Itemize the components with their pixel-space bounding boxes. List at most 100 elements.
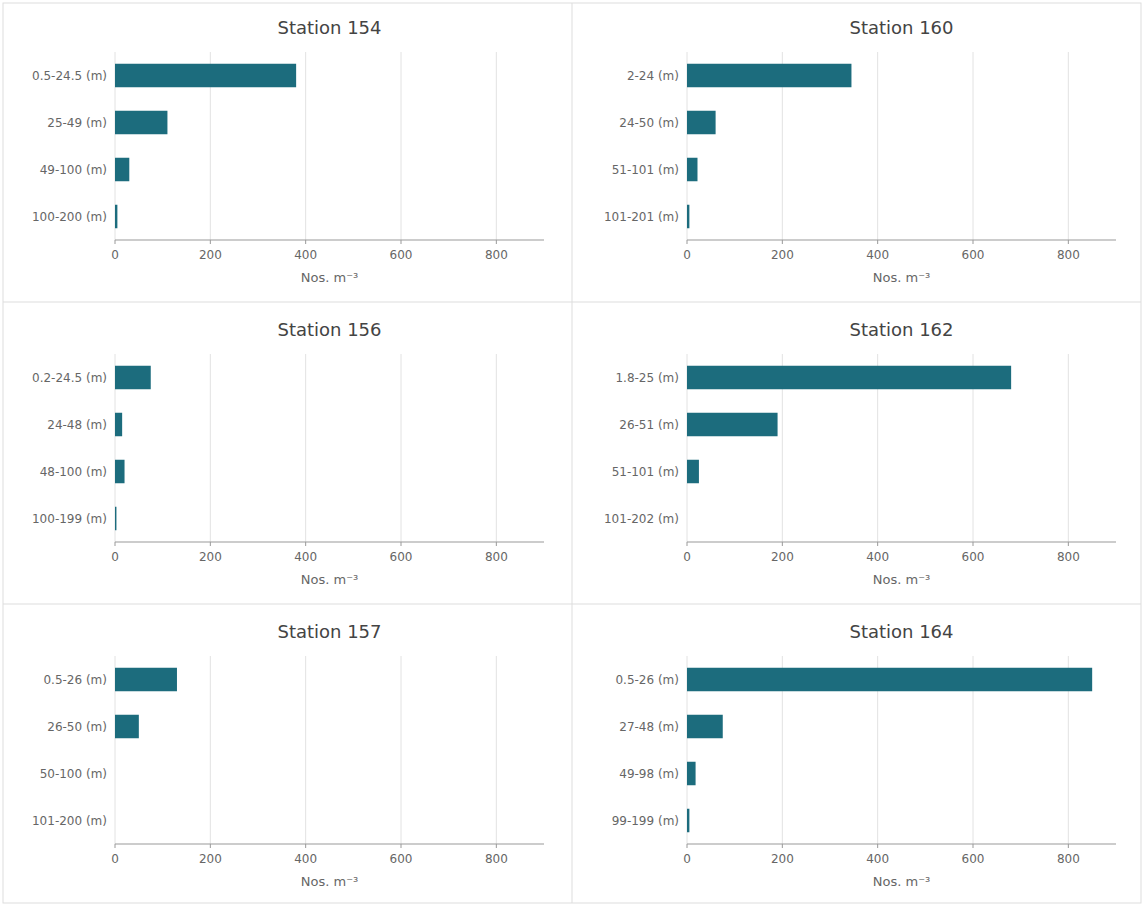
bar	[687, 809, 689, 833]
tick-mark	[877, 240, 878, 244]
grid-line	[496, 354, 497, 542]
tick-mark	[1068, 240, 1069, 244]
tick-label: 400	[866, 248, 889, 262]
bar	[687, 111, 716, 135]
tick-label: 0	[111, 550, 119, 564]
category-label: 101-200 (m)	[32, 814, 107, 828]
tick-mark	[210, 844, 211, 848]
tick-label: 800	[1057, 550, 1080, 564]
category-label: 24-50 (m)	[619, 116, 679, 130]
category-label: 101-201 (m)	[604, 210, 679, 224]
category-label: 100-200 (m)	[32, 210, 107, 224]
chart: Station 1540200400600800Nos. m⁻³0.5-24.5…	[32, 17, 544, 285]
tick-label: 400	[294, 248, 317, 262]
category-label: 51-101 (m)	[612, 163, 679, 177]
x-axis-line	[115, 240, 544, 241]
tick-mark	[115, 542, 116, 546]
tick-mark	[401, 844, 402, 848]
tick-mark	[1068, 844, 1069, 848]
tick-label: 0	[111, 248, 119, 262]
grid-line	[401, 52, 402, 240]
category-label: 26-50 (m)	[47, 720, 107, 734]
bar	[115, 366, 151, 390]
axis-label: Nos. m⁻³	[301, 270, 358, 285]
category-label: 25-49 (m)	[47, 116, 107, 130]
tick-mark	[687, 240, 688, 244]
tick-mark	[305, 542, 306, 546]
axis-label: Nos. m⁻³	[301, 572, 358, 587]
tick-label: 600	[962, 248, 985, 262]
tick-label: 600	[390, 248, 413, 262]
bar	[115, 809, 116, 833]
grid-line	[305, 656, 306, 844]
x-axis-line	[687, 844, 1116, 845]
tick-label: 200	[199, 248, 222, 262]
tick-mark	[305, 844, 306, 848]
chart: Station 1570200400600800Nos. m⁻³0.5-26 (…	[32, 621, 544, 889]
chart-title: Station 157	[277, 621, 381, 642]
bar	[687, 507, 688, 531]
category-label: 26-51 (m)	[619, 418, 679, 432]
tick-mark	[401, 240, 402, 244]
x-axis-line	[687, 542, 1116, 543]
x-axis-line	[115, 844, 544, 845]
tick-label: 0	[683, 550, 691, 564]
bar	[687, 715, 723, 739]
chart-title: Station 160	[849, 17, 953, 38]
bars	[115, 64, 296, 229]
axis-label: Nos. m⁻³	[873, 572, 930, 587]
tick-mark	[115, 844, 116, 848]
chart: Station 1600200400600800Nos. m⁻³2-24 (m)…	[604, 17, 1116, 285]
category-label: 49-100 (m)	[40, 163, 107, 177]
grid-line	[305, 354, 306, 542]
panel-divider	[3, 604, 1141, 605]
tick-label: 200	[771, 248, 794, 262]
tick-label: 600	[390, 550, 413, 564]
tick-label: 400	[866, 550, 889, 564]
tick-mark	[210, 240, 211, 244]
tick-label: 200	[199, 550, 222, 564]
panel-divider	[572, 3, 573, 903]
tick-label: 200	[771, 550, 794, 564]
chart: Station 1560200400600800Nos. m⁻³0.2-24.5…	[32, 319, 544, 587]
category-label: 100-199 (m)	[32, 512, 107, 526]
tick-label: 200	[771, 852, 794, 866]
panel-divider	[3, 302, 1141, 303]
tick-label: 800	[485, 852, 508, 866]
tick-mark	[496, 542, 497, 546]
tick-mark	[973, 542, 974, 546]
tick-label: 0	[683, 852, 691, 866]
grid-line	[877, 52, 878, 240]
category-label: 2-24 (m)	[627, 69, 679, 83]
tick-mark	[210, 542, 211, 546]
tick-mark	[305, 240, 306, 244]
bar	[115, 715, 139, 739]
bars	[687, 366, 1011, 484]
bar	[115, 460, 125, 484]
axis-label: Nos. m⁻³	[301, 874, 358, 889]
axis-label: Nos. m⁻³	[873, 270, 930, 285]
grid-line	[973, 52, 974, 240]
grid-line	[1068, 354, 1069, 542]
bars	[115, 366, 151, 531]
tick-mark	[973, 844, 974, 848]
axis-label: Nos. m⁻³	[873, 874, 930, 889]
tick-mark	[496, 240, 497, 244]
grid-line	[496, 656, 497, 844]
tick-mark	[115, 240, 116, 244]
tick-mark	[687, 542, 688, 546]
panel-border	[3, 3, 1141, 903]
bar	[687, 460, 699, 484]
tick-mark	[496, 844, 497, 848]
category-label: 51-101 (m)	[612, 465, 679, 479]
bar	[687, 158, 697, 182]
grid-line	[210, 354, 211, 542]
bars	[687, 668, 1092, 833]
grid-line	[305, 52, 306, 240]
tick-label: 400	[866, 852, 889, 866]
category-label: 50-100 (m)	[40, 767, 107, 781]
chart: Station 1640200400600800Nos. m⁻³0.5-26 (…	[612, 621, 1116, 889]
bar	[687, 413, 778, 437]
category-label: 49-98 (m)	[619, 767, 679, 781]
category-label: 0.5-26 (m)	[43, 673, 107, 687]
